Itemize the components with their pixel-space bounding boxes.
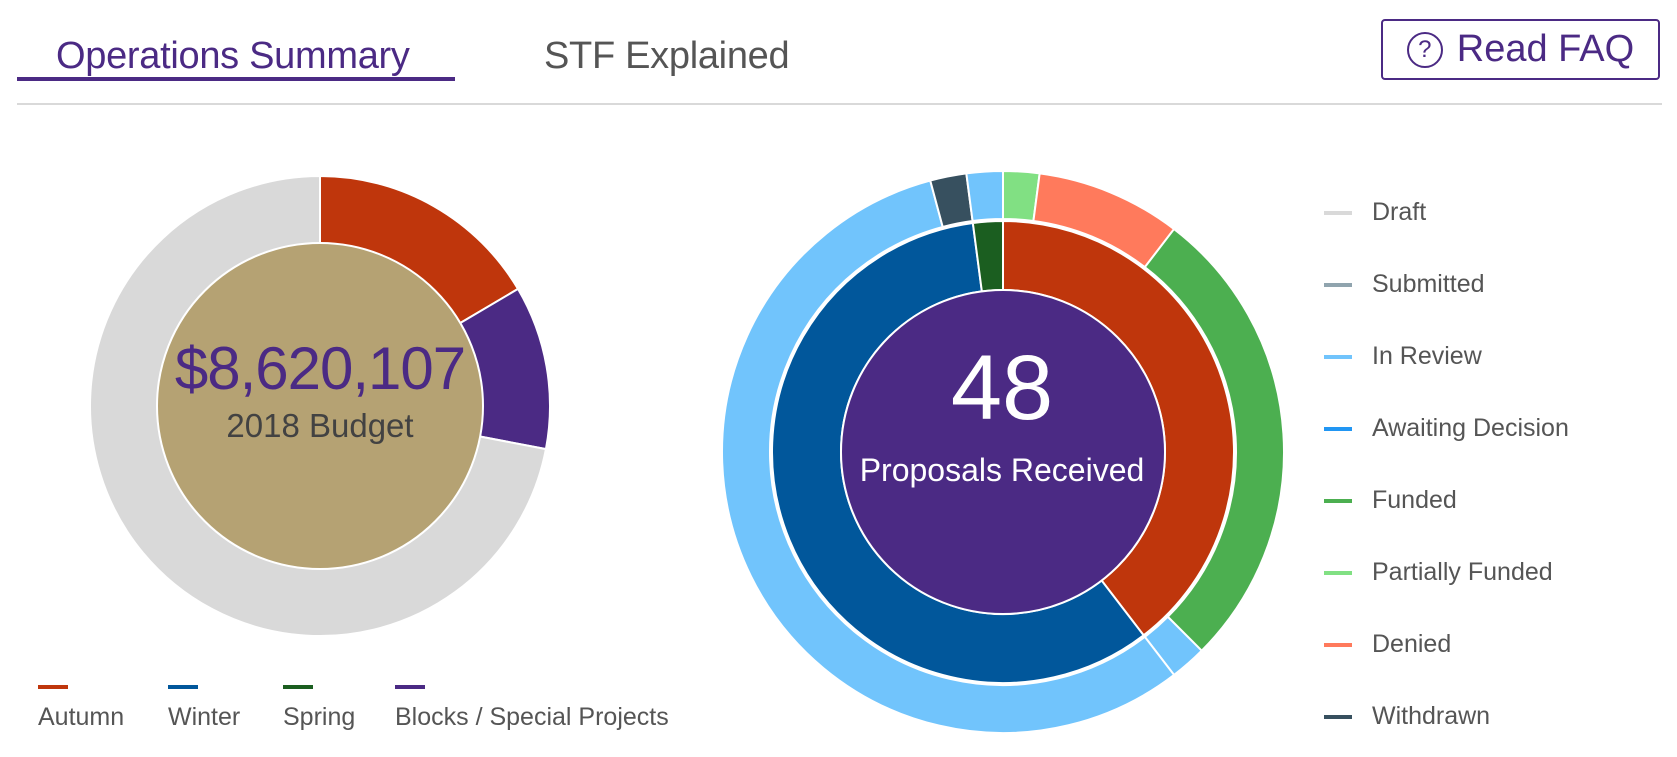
- legend-swatch: [1324, 571, 1352, 575]
- legend-swatch: [1324, 499, 1352, 503]
- legend-swatch: [1324, 283, 1352, 287]
- budget-center-disc: [156, 242, 484, 570]
- read-faq-label: Read FAQ: [1456, 28, 1635, 70]
- question-circle-icon: ?: [1406, 31, 1443, 68]
- legend-label: Winter: [168, 703, 241, 731]
- legend-swatch: [1324, 355, 1352, 359]
- tab-operations-summary[interactable]: Operations Summary: [17, 35, 455, 81]
- legend-label: Spring: [283, 703, 356, 731]
- legend-label: In Review: [1372, 342, 1482, 370]
- legend-item-autumn[interactable]: Autumn: [38, 685, 124, 731]
- budget-caption: 2018 Budget: [226, 407, 414, 444]
- tab-stf-explained-label: STF Explained: [544, 35, 790, 77]
- legend-label: Awaiting Decision: [1372, 414, 1569, 442]
- legend-item-spring[interactable]: Spring: [283, 685, 355, 731]
- legend-swatch: [1324, 715, 1352, 719]
- legend-label: Blocks / Special Projects: [395, 703, 669, 731]
- legend-label: Denied: [1372, 630, 1452, 658]
- tab-bar: Operations Summary STF Explained: [17, 0, 1662, 105]
- read-faq-button[interactable]: ? Read FAQ: [1381, 19, 1660, 80]
- legend-label: Partially Funded: [1372, 558, 1553, 586]
- legend-label: Submitted: [1372, 270, 1485, 298]
- budget-amount: $8,620,107: [174, 335, 466, 402]
- proposals-count: 48: [950, 337, 1054, 439]
- legend-label: Draft: [1372, 198, 1427, 226]
- legend-swatch: [1324, 643, 1352, 647]
- active-tab-indicator: [17, 77, 455, 81]
- legend-label: Autumn: [38, 703, 125, 731]
- legend-swatch: [395, 685, 425, 689]
- proposals-outer-ring-slice-6[interactable]: [965, 169, 1004, 223]
- legend-swatch: [168, 685, 198, 689]
- legend-item-blocks-special-projects[interactable]: Blocks / Special Projects: [395, 685, 669, 731]
- proposals-outer-ring-slice-4[interactable]: [721, 179, 1176, 734]
- legend-label: Withdrawn: [1372, 702, 1491, 730]
- legend-swatch: [38, 685, 68, 689]
- legend-label: Funded: [1372, 486, 1457, 514]
- legend-item-winter[interactable]: Winter: [168, 685, 240, 731]
- tab-operations-summary-label: Operations Summary: [56, 35, 410, 77]
- proposals-caption: Proposals Received: [859, 452, 1145, 488]
- legend-swatch: [1324, 427, 1352, 431]
- legend-swatch: [1324, 211, 1352, 215]
- legend-swatch: [283, 685, 313, 689]
- proposals-center-disc: [840, 289, 1166, 615]
- tab-stf-explained[interactable]: STF Explained: [544, 35, 790, 78]
